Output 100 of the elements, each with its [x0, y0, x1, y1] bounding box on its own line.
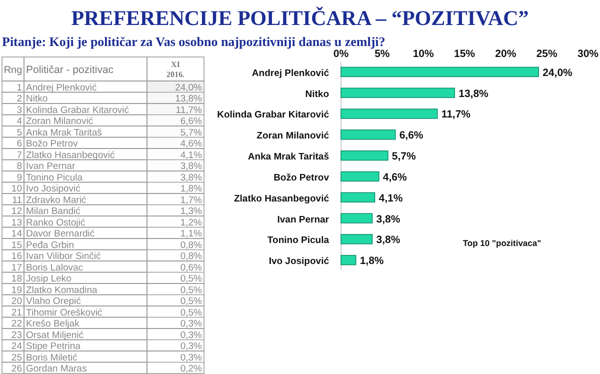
- data-label: 24,0%: [542, 66, 574, 79]
- y-tick-label: Zlatko Hasanbegović: [26, 150, 115, 161]
- y-tick-label: Ivo Josipović: [268, 256, 329, 268]
- y-tick-label: Ivan Pernar: [26, 161, 76, 172]
- y2-tick-label: 14: [11, 228, 22, 240]
- y-tick-label: Tonino Picula: [267, 235, 330, 246]
- data-label: 6,6%: [399, 130, 424, 142]
- data-label: 0,3%: [180, 341, 203, 352]
- y-tick-label: Boris Miletić: [26, 352, 78, 364]
- bar: [340, 171, 380, 182]
- y2-tick-label: 19: [11, 284, 22, 296]
- data-label: 6,6%: [180, 116, 203, 127]
- data-label: 1,3%: [180, 206, 203, 217]
- y-tick-label: Davor Bernardić: [26, 228, 95, 240]
- y-tick-label: Tonino Picula: [26, 172, 84, 184]
- data-label: 3,8%: [376, 234, 401, 246]
- y-tick-label: Gordan Maras: [26, 364, 87, 374]
- y2-tick-label: 24: [11, 341, 22, 352]
- data-label: 4,6%: [382, 171, 408, 184]
- y-tick-label: Josip Leko: [26, 274, 72, 284]
- data-label: 0,5%: [180, 274, 203, 284]
- bar: [340, 66, 539, 78]
- y2-tick-label: 22: [11, 318, 22, 330]
- y-tick-label: Božo Petrov: [26, 138, 78, 150]
- data-label: 3,8%: [376, 213, 401, 226]
- data-label: 1,7%: [180, 194, 203, 206]
- data-label: 1,8%: [360, 255, 384, 268]
- y2-tick-label: 8: [16, 161, 22, 172]
- x-tick-label: XI 2016.: [166, 60, 184, 79]
- y2-tick-label: 15: [11, 240, 22, 251]
- data-label: 11,7%: [441, 108, 472, 121]
- y2-tick-label: 3: [16, 104, 22, 116]
- x-tick-label: 0%: [333, 48, 350, 60]
- y-tick-label: Nitko: [26, 94, 48, 104]
- y-tick-label: Nitko: [305, 88, 330, 100]
- data-label: 0,5%: [180, 284, 203, 296]
- y-tick-label: Zoran Milanović: [26, 116, 94, 127]
- y-tick-label: Zoran Milanović: [256, 130, 329, 142]
- y2-tick-label: 9: [16, 172, 22, 184]
- y-tick-label: Ivo Josipović: [26, 184, 81, 194]
- y-tick-label: Božo Petrov: [274, 172, 330, 184]
- data-label: 0,5%: [180, 307, 203, 318]
- data-label: 0,3%: [180, 330, 203, 341]
- y-tick-label: Zdravko Marić: [26, 194, 86, 206]
- y2-tick-label: 16: [11, 251, 22, 262]
- y2-tick-label: 21: [11, 307, 22, 318]
- y-tick-label: Ranko Ostojić: [26, 217, 86, 228]
- data-label: 5,7%: [392, 150, 417, 163]
- x-tick-label: 25%: [536, 48, 558, 60]
- y-tick-label: Vlaho Orepić: [26, 296, 82, 307]
- bar: [340, 130, 396, 140]
- y-tick-label: Andrej Plenković: [252, 68, 329, 79]
- data-label: 0,8%: [180, 240, 203, 251]
- data-label: 0,3%: [180, 318, 203, 330]
- annotation: Top 10 "pozitivaca": [462, 238, 542, 248]
- y-tick-label: Zlatko Komadina: [26, 284, 98, 296]
- y2-tick-label: 25: [11, 352, 22, 364]
- y2-tick-label: 17: [11, 262, 22, 274]
- data-label: 1,1%: [180, 228, 203, 240]
- y-tick-label: Peđa Grbin: [26, 240, 74, 251]
- y2-tick-label: 12: [11, 206, 22, 217]
- data-label: 1,8%: [180, 184, 203, 194]
- data-label: 5,7%: [180, 127, 203, 138]
- data-label: 0,2%: [180, 364, 203, 374]
- y-tick-label: Kolinda Grabar Kitarović: [217, 110, 329, 121]
- y2-tick-label: 6: [16, 138, 22, 150]
- data-label: 0,3%: [180, 352, 203, 364]
- x-tick-label: 5%: [374, 48, 390, 60]
- y-tick-label: Zlatko Hasanbegović: [234, 193, 329, 204]
- data-label: 13,8%: [175, 94, 203, 104]
- y-tick-label: Milan Bandić: [26, 206, 81, 217]
- bar: [340, 213, 373, 224]
- chart-subtitle: Pitanje: Koji je političar za Vas osobno najpozitivniji danas u zemlji?: [2, 34, 386, 49]
- y2-tick-label: 7: [16, 150, 22, 161]
- bar: [340, 254, 356, 266]
- text: Političar - pozitivac: [26, 64, 114, 76]
- y2-tick-label: 23: [11, 330, 22, 341]
- y-tick-label: Stipe Petrina: [26, 341, 82, 352]
- data-label: 13,8%: [458, 88, 490, 100]
- y-tick-label: Boris Lalovac: [26, 262, 84, 274]
- data-label: 4,6%: [180, 138, 203, 150]
- data-label: 11,7%: [176, 104, 203, 116]
- data-label: 3,8%: [180, 161, 203, 172]
- data-label: 0,8%: [180, 251, 203, 262]
- y-tick-label: Tihomir Orešković: [26, 307, 102, 318]
- y2-tick-label: 13: [11, 217, 22, 228]
- y2-tick-label: 10: [11, 184, 22, 194]
- data-label: 4,1%: [180, 150, 203, 161]
- y2-tick-label: 2: [16, 94, 22, 104]
- data-label: 24,0%: [175, 82, 203, 94]
- bar: [340, 150, 388, 161]
- y-tick-label: Anka Mrak Taritaš: [248, 152, 329, 163]
- bar: [340, 192, 376, 202]
- y-tick-label: Anka Mrak Taritaš: [26, 127, 102, 138]
- y2-tick-label: 11: [12, 194, 22, 206]
- data-label: 3,8%: [180, 172, 203, 184]
- bar: [340, 234, 373, 244]
- data-label: 0,5%: [180, 296, 203, 307]
- x-tick-label: 30%: [577, 48, 600, 60]
- y2-tick-label: 5: [16, 127, 22, 138]
